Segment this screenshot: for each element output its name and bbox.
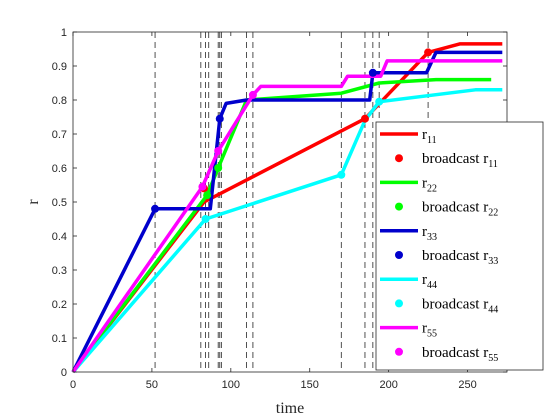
legend-label: r33	[422, 224, 437, 243]
legend-swatch-dot	[395, 251, 403, 259]
y-tick-label: 0.4	[52, 231, 67, 243]
broadcast-point-r33	[151, 204, 160, 213]
broadcast-point-r55	[198, 182, 207, 191]
broadcast-point-r44	[375, 97, 384, 106]
x-tick-label: 200	[379, 379, 397, 391]
legend-label-subscript: 44	[427, 280, 437, 291]
legend-label: r11	[422, 127, 437, 146]
y-tick-label: 0.7	[52, 129, 67, 141]
broadcast-point-r11	[360, 114, 369, 123]
legend-item-r44: r44	[380, 272, 437, 291]
legend-label-base: broadcast r	[422, 296, 488, 312]
legend-label-subscript: 11	[427, 135, 437, 146]
y-tick-label: 1	[61, 27, 67, 39]
legend-label-base: r	[422, 321, 427, 337]
broadcast-point-r22	[214, 164, 223, 172]
legend-label-subscript: 44	[488, 304, 498, 315]
legend-label: r55	[422, 321, 437, 340]
legend-label-base: r	[422, 127, 427, 143]
x-tick-label: 100	[222, 379, 240, 391]
y-tick-label: 0.6	[52, 163, 67, 175]
x-tick-label: 50	[146, 379, 158, 391]
broadcast-point-r11	[424, 48, 433, 57]
legend-item-r55: r55	[380, 321, 437, 340]
y-tick-label: 0.2	[52, 299, 67, 311]
x-tick-label: 0	[70, 379, 76, 391]
y-tick-label: 0.8	[52, 95, 67, 107]
legend-swatch-dot	[395, 154, 403, 163]
broadcast-point-r22	[203, 191, 212, 200]
series-line-r33	[71, 50, 503, 373]
legend-label: r44	[422, 272, 437, 291]
broadcast-point-r44	[337, 170, 346, 179]
legend-label: broadcast r33	[422, 248, 498, 267]
x-tick-label: 250	[458, 379, 476, 391]
y-tick-label: 0.3	[52, 265, 67, 277]
legend-label: broadcast r11	[422, 151, 498, 170]
x-axis-label: time	[276, 400, 304, 417]
legend-label-base: broadcast r	[422, 345, 488, 361]
broadcast-point-r55	[214, 147, 223, 155]
series-line-r55	[71, 59, 503, 374]
legend-label-subscript: 22	[427, 183, 437, 194]
y-axis-ticks: 0 0.1 0.2 0.3 0.4 0.5 0.6 0.7 0.8 0.9 1	[52, 27, 507, 379]
legend-item-broadcast-r44: broadcast r44	[395, 296, 498, 315]
legend-item-r11: r11	[380, 127, 437, 146]
x-axis-ticks: 0 50 100 150 200 250	[70, 32, 477, 391]
y-tick-label: 0.1	[52, 333, 67, 345]
legend-label-base: r	[422, 224, 427, 240]
legend-label-subscript: 11	[488, 159, 498, 170]
legend-label: r22	[422, 175, 437, 194]
legend-label-base: broadcast r	[422, 151, 488, 167]
legend-label-base: broadcast r	[422, 248, 488, 264]
legend-swatch-dot	[395, 299, 403, 308]
broadcast-point-r33	[368, 68, 377, 77]
legend-item-broadcast-r22: broadcast r22	[395, 200, 498, 219]
legend-item-broadcast-r33: broadcast r33	[395, 248, 498, 267]
legend-label-subscript: 55	[427, 329, 437, 340]
legend-label-subscript: 22	[488, 208, 498, 219]
legend-swatch-dot	[395, 202, 403, 211]
x-tick-label: 150	[301, 379, 319, 391]
y-tick-label: 0	[61, 367, 67, 379]
broadcast-point-r55	[248, 90, 257, 99]
broadcast-dots	[151, 48, 433, 223]
legend-label-subscript: 33	[488, 256, 498, 267]
legend-label-base: r	[422, 175, 427, 191]
y-tick-label: 0.5	[52, 197, 67, 209]
legend-label: broadcast r22	[422, 200, 498, 219]
series-line-r22	[71, 77, 492, 374]
legend-label: broadcast r44	[422, 296, 498, 315]
legend-item-r22: r22	[380, 175, 437, 194]
legend-label-base: r	[422, 272, 427, 288]
legend-item-broadcast-r55: broadcast r55	[395, 345, 498, 364]
legend-item-broadcast-r11: broadcast r11	[395, 151, 498, 170]
broadcast-point-r44	[201, 215, 210, 223]
legend-label: broadcast r55	[422, 345, 498, 364]
legend-item-r33: r33	[380, 224, 437, 243]
legend-swatch-dot	[395, 347, 403, 356]
broadcast-point-r33	[215, 114, 224, 123]
y-axis-label: r	[25, 199, 42, 205]
legend-label-base: broadcast r	[422, 200, 488, 216]
legend-label-subscript: 55	[488, 353, 498, 364]
legend-label-subscript: 33	[427, 232, 437, 243]
y-tick-label: 0.9	[52, 61, 67, 73]
